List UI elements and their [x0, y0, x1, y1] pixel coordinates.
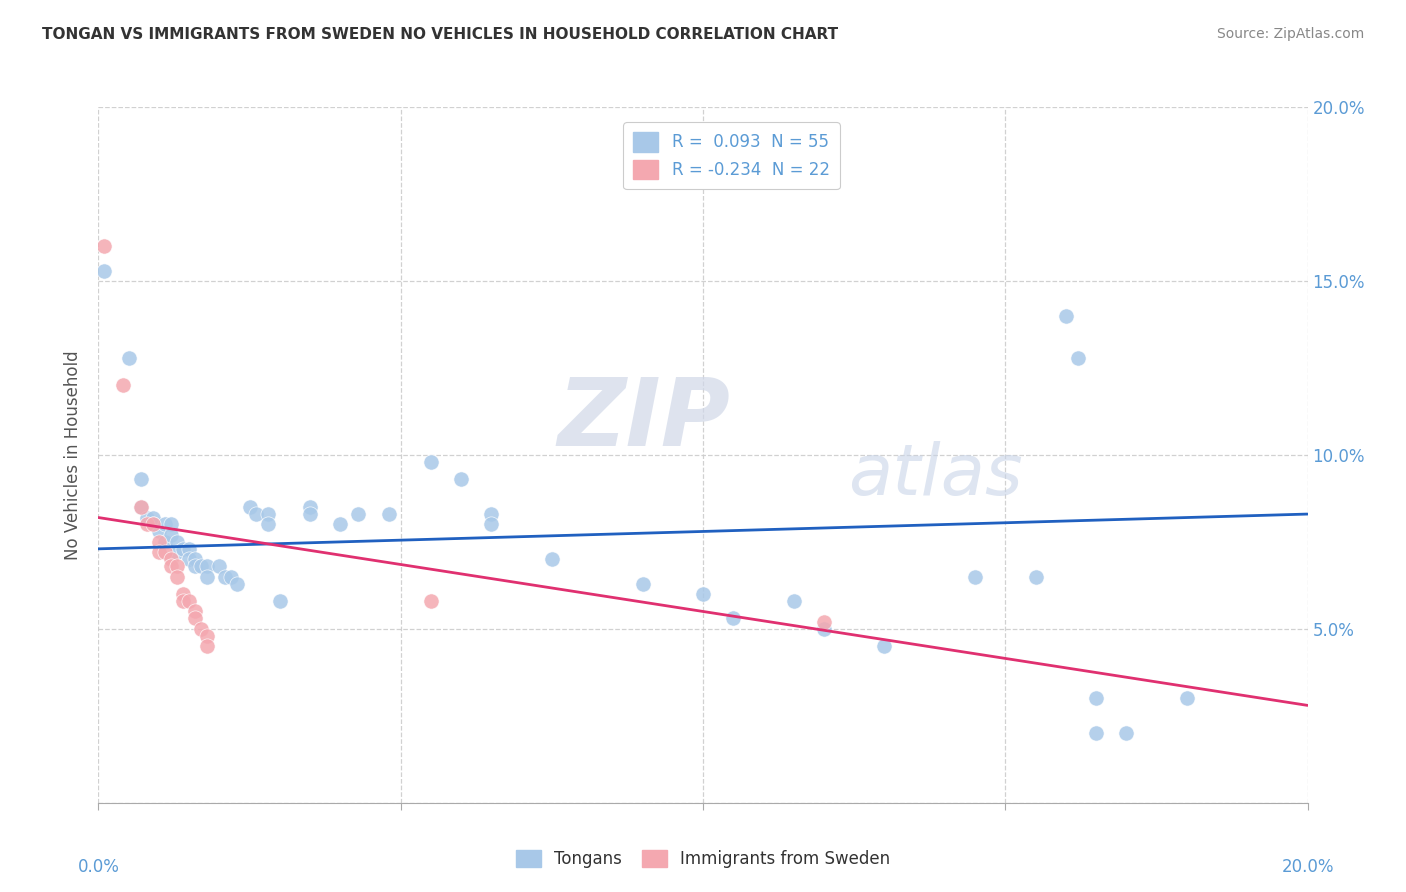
Point — [299, 507, 322, 521]
Point — [160, 559, 183, 574]
Point — [184, 559, 207, 574]
Point — [195, 559, 218, 574]
Point — [118, 351, 141, 365]
Point — [1024, 570, 1046, 584]
Point — [481, 517, 503, 532]
Point — [347, 507, 370, 521]
Point — [195, 639, 218, 653]
Point — [208, 559, 231, 574]
Point — [1175, 691, 1198, 706]
Point — [184, 611, 207, 625]
Point — [256, 507, 278, 521]
Point — [142, 517, 165, 532]
Text: ZIP: ZIP — [558, 374, 731, 467]
Point — [160, 517, 183, 532]
Point — [179, 594, 201, 608]
Point — [723, 611, 745, 625]
Point — [692, 587, 714, 601]
Point — [179, 541, 201, 556]
Point — [1085, 726, 1108, 740]
Point — [184, 552, 207, 566]
Point — [965, 570, 987, 584]
Text: atlas: atlas — [848, 442, 1022, 510]
Point — [450, 472, 472, 486]
Point — [153, 534, 176, 549]
Legend: Tongans, Immigrants from Sweden: Tongans, Immigrants from Sweden — [509, 843, 897, 875]
Point — [172, 594, 194, 608]
Point — [226, 576, 249, 591]
Point — [153, 517, 176, 532]
Point — [190, 622, 212, 636]
Legend: R =  0.093  N = 55, R = -0.234  N = 22: R = 0.093 N = 55, R = -0.234 N = 22 — [623, 122, 839, 189]
Point — [135, 517, 157, 532]
Point — [1085, 691, 1108, 706]
Point — [166, 559, 188, 574]
Point — [214, 570, 236, 584]
Point — [148, 524, 170, 539]
Point — [299, 500, 322, 514]
Point — [420, 594, 443, 608]
Point — [813, 615, 835, 629]
Point — [245, 507, 267, 521]
Point — [1115, 726, 1137, 740]
Point — [111, 378, 134, 392]
Point — [148, 545, 170, 559]
Point — [783, 594, 806, 608]
Point — [172, 541, 194, 556]
Point — [481, 507, 503, 521]
Point — [540, 552, 562, 566]
Point — [93, 263, 115, 277]
Point — [195, 570, 218, 584]
Point — [129, 500, 152, 514]
Point — [148, 534, 170, 549]
Point — [190, 559, 212, 574]
Point — [166, 570, 188, 584]
Point — [239, 500, 262, 514]
Point — [1067, 351, 1090, 365]
Point — [129, 500, 152, 514]
Point — [329, 517, 352, 532]
Point — [93, 239, 115, 253]
Point — [172, 587, 194, 601]
Point — [184, 605, 207, 619]
Point — [195, 629, 218, 643]
Y-axis label: No Vehicles in Household: No Vehicles in Household — [65, 350, 83, 560]
Text: Source: ZipAtlas.com: Source: ZipAtlas.com — [1216, 27, 1364, 41]
Point — [166, 545, 188, 559]
Point — [153, 545, 176, 559]
Point — [135, 510, 157, 524]
Point — [631, 576, 654, 591]
Point — [873, 639, 896, 653]
Point — [221, 570, 243, 584]
Text: 0.0%: 0.0% — [77, 858, 120, 877]
Point — [142, 510, 165, 524]
Text: 20.0%: 20.0% — [1281, 858, 1334, 877]
Point — [813, 622, 835, 636]
Point — [420, 455, 443, 469]
Point — [377, 507, 399, 521]
Point — [142, 517, 165, 532]
Point — [256, 517, 278, 532]
Point — [129, 472, 152, 486]
Point — [1054, 309, 1077, 323]
Point — [160, 552, 183, 566]
Text: TONGAN VS IMMIGRANTS FROM SWEDEN NO VEHICLES IN HOUSEHOLD CORRELATION CHART: TONGAN VS IMMIGRANTS FROM SWEDEN NO VEHI… — [42, 27, 838, 42]
Point — [179, 552, 201, 566]
Point — [269, 594, 291, 608]
Point — [160, 528, 183, 542]
Point — [166, 534, 188, 549]
